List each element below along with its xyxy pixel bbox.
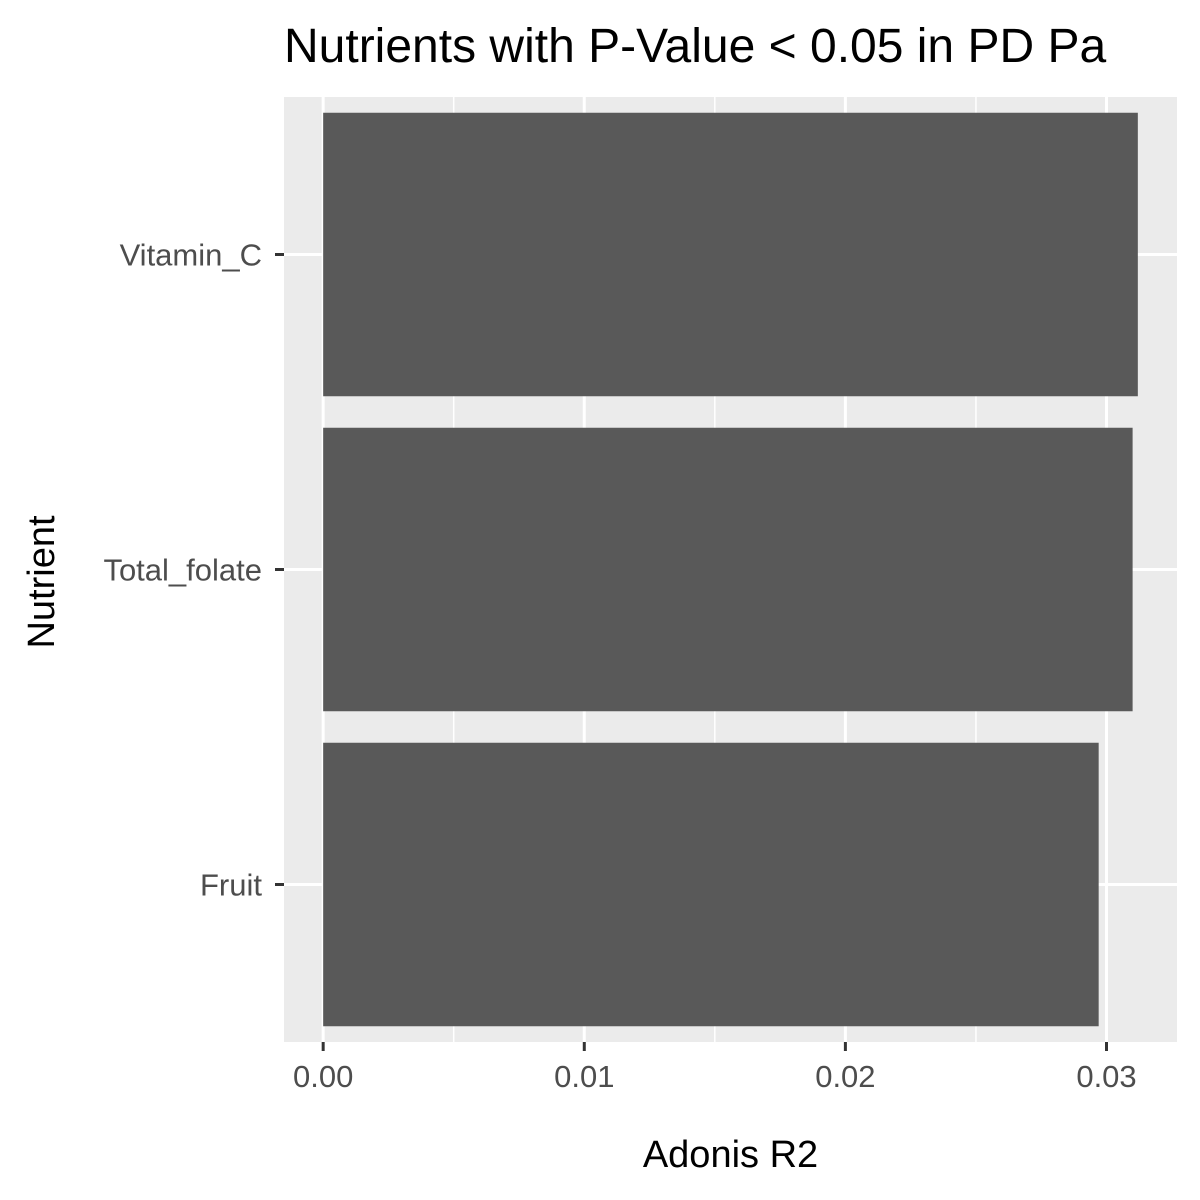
- x-axis-title: Adonis R2: [643, 1134, 818, 1176]
- bar: [323, 743, 1099, 1027]
- x-tick-label: 0.01: [554, 1059, 614, 1094]
- x-axis: 0.00 0.01 0.02 0.03: [293, 1042, 1137, 1094]
- x-tick-label: 0.00: [293, 1059, 353, 1094]
- bar: [323, 428, 1132, 712]
- y-tick-label: Vitamin_C: [120, 238, 262, 273]
- y-axis: Vitamin_C Total_folate Fruit: [103, 238, 284, 903]
- y-tick-label: Fruit: [200, 868, 262, 903]
- y-axis-title: Nutrient: [21, 515, 63, 648]
- y-tick-label: Total_folate: [103, 553, 262, 588]
- bar: [323, 113, 1138, 397]
- bars: [323, 113, 1138, 1027]
- x-tick-label: 0.02: [815, 1059, 875, 1094]
- chart-title: Nutrients with P-Value < 0.05 in PD Pa: [284, 20, 1106, 73]
- x-tick-label: 0.03: [1076, 1059, 1136, 1094]
